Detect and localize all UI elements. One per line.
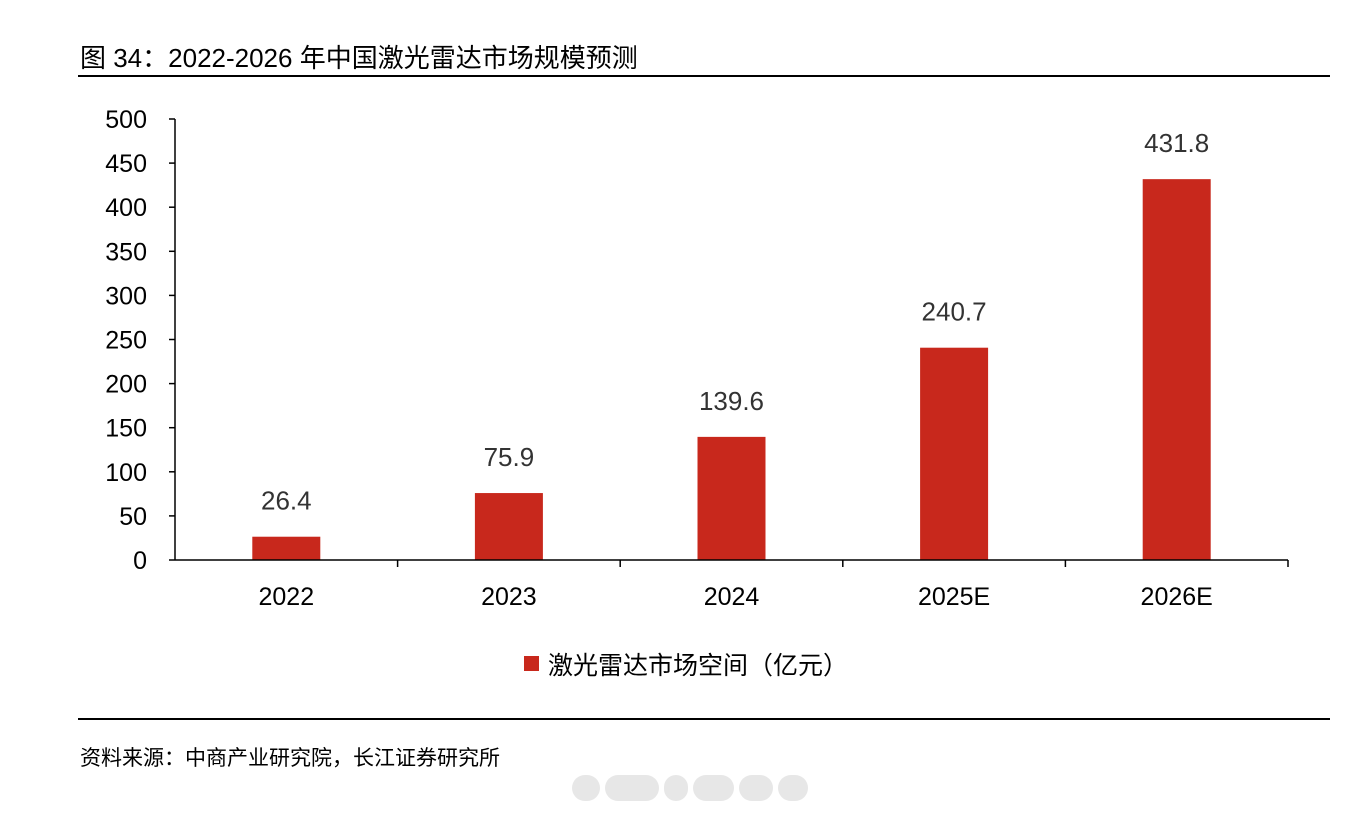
x-tick-label: 2022	[258, 583, 314, 611]
y-tick-label: 250	[105, 327, 147, 355]
watermark-overlay	[572, 772, 809, 804]
title-divider	[78, 75, 1330, 77]
source-note: 资料来源：中商产业研究院，长江证券研究所	[80, 747, 500, 770]
x-tick-label: 2026E	[1141, 583, 1213, 611]
y-tick-label: 350	[105, 238, 147, 266]
y-tick-label: 100	[105, 459, 147, 487]
y-tick-label: 0	[133, 547, 147, 575]
x-tick-label: 2024	[704, 583, 760, 611]
y-tick-label: 150	[105, 415, 147, 443]
bar-2022	[252, 536, 321, 560]
data-label: 26.4	[261, 486, 312, 516]
y-tick-label: 50	[119, 503, 147, 531]
x-tick-label: 2025E	[918, 583, 990, 611]
data-label: 240.7	[922, 297, 987, 327]
y-tick-label: 400	[105, 194, 147, 222]
source-divider	[78, 718, 1330, 720]
bar-2026e	[1142, 179, 1211, 560]
y-tick-label: 200	[105, 371, 147, 399]
data-label: 431.8	[1144, 128, 1209, 158]
figure-title: 图 34：2022-2026 年中国激光雷达市场规模预测	[80, 43, 638, 73]
legend-swatch	[524, 656, 539, 671]
y-tick-label: 500	[105, 106, 147, 134]
data-label: 139.6	[699, 386, 764, 416]
bar-2023	[474, 493, 543, 560]
legend-label: 激光雷达市场空间（亿元）	[548, 652, 848, 680]
bar-2025e	[920, 347, 989, 560]
y-tick-label: 300	[105, 282, 147, 310]
x-tick-label: 2023	[481, 583, 537, 611]
data-label: 75.9	[484, 442, 535, 472]
bar-chart: 0 50 100 150 200 250 300 350 400 450 500 26.4 2022 75…	[105, 106, 1289, 680]
bar-2024	[697, 436, 766, 560]
y-tick-label: 450	[105, 150, 147, 178]
